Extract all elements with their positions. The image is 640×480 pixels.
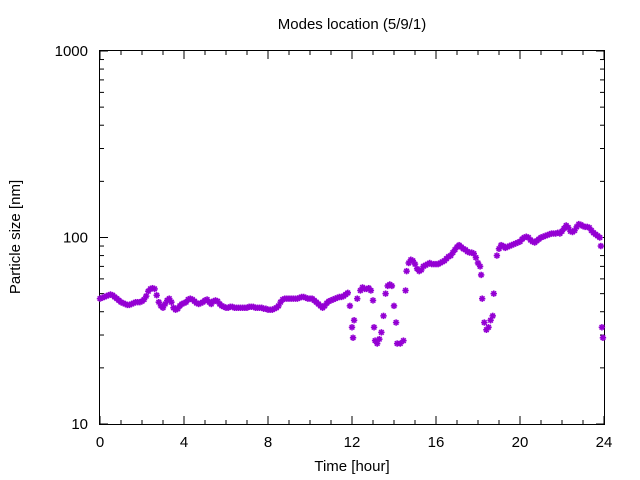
data-point <box>378 329 385 336</box>
data-point <box>485 324 492 331</box>
data-point <box>599 334 607 341</box>
data-point <box>490 290 497 297</box>
data-point <box>348 324 356 331</box>
data-point <box>392 319 400 326</box>
y-tick-label: 1000 <box>55 43 88 60</box>
x-tick-label: 24 <box>596 434 613 451</box>
data-point <box>151 285 158 293</box>
data-point <box>143 292 150 300</box>
x-tick-label: 0 <box>96 434 104 451</box>
data-point <box>479 295 486 302</box>
data-point <box>447 252 454 259</box>
y-axis-label: Particle size [nm] <box>7 180 24 294</box>
data-point <box>367 287 375 294</box>
x-tick-label: 20 <box>512 434 529 451</box>
data-point <box>403 267 410 275</box>
data-point <box>388 282 396 290</box>
axis-ticks <box>99 50 605 425</box>
data-point <box>597 242 605 250</box>
tick-labels: 0 4 8 12 16 20 24 10 100 1000 <box>55 43 613 451</box>
data-point <box>472 254 480 261</box>
data-point <box>370 324 378 331</box>
data-point <box>596 234 603 241</box>
data-points <box>96 220 607 347</box>
data-point <box>402 287 409 294</box>
x-tick-label: 16 <box>428 434 445 451</box>
chart-title: Modes location (5/9/1) <box>278 16 426 33</box>
data-point <box>477 271 485 279</box>
data-point <box>354 295 361 302</box>
data-point <box>380 312 387 320</box>
data-point <box>481 319 488 326</box>
y-tick-label: 100 <box>63 230 88 247</box>
data-point <box>476 263 484 270</box>
data-point <box>376 335 383 343</box>
x-tick-label: 12 <box>344 434 361 451</box>
data-point <box>153 292 160 299</box>
data-point <box>344 289 351 297</box>
plot-frame <box>99 50 605 425</box>
data-point <box>349 334 357 341</box>
x-axis-label: Time [hour] <box>314 458 389 475</box>
data-point <box>168 298 175 306</box>
data-point <box>390 302 398 310</box>
data-point <box>489 312 496 320</box>
data-point <box>493 252 501 259</box>
x-tick-label: 8 <box>264 434 272 451</box>
data-point <box>346 302 354 310</box>
data-point <box>598 324 606 331</box>
data-point <box>350 317 358 324</box>
data-point <box>400 337 407 344</box>
x-tick-label: 4 <box>180 434 188 451</box>
data-point <box>369 297 377 304</box>
y-tick-label: 10 <box>71 416 88 433</box>
data-point <box>382 290 389 297</box>
